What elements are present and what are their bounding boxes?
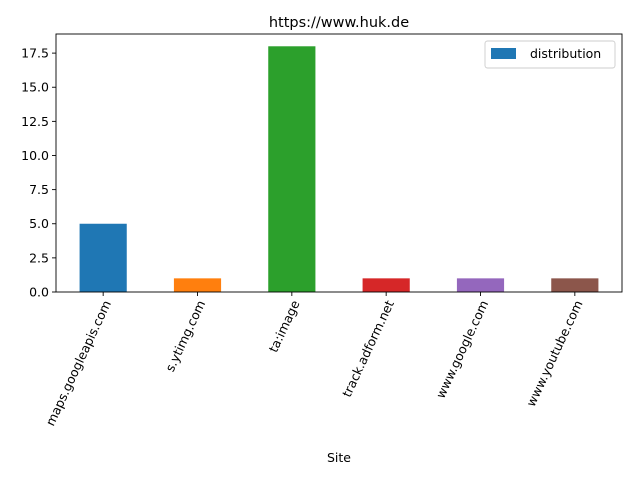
- y-tick-label: 5.0: [29, 216, 49, 231]
- y-tick-label: 0.0: [29, 285, 49, 300]
- x-axis-label: Site: [327, 450, 351, 465]
- legend: distribution: [484, 40, 616, 69]
- y-tick-label: 12.5: [21, 114, 49, 129]
- x-axis: maps.googleapis.com s.ytimg.com ta:image tr…: [43, 292, 586, 428]
- bar-www-youtube-com: [551, 278, 599, 292]
- x-tick-label: track.adform.net: [339, 298, 397, 400]
- y-tick-label: 10.0: [21, 148, 49, 163]
- legend-swatch-distribution: [491, 48, 516, 59]
- plot-frame: [55, 33, 623, 293]
- legend-box: [484, 40, 616, 69]
- chart-title: https://www.huk.de: [269, 15, 409, 31]
- x-tick-label: s.ytimg.com: [162, 298, 208, 374]
- bar-www-google-com: [456, 278, 505, 292]
- y-tick-label: 2.5: [29, 250, 49, 265]
- y-tick-label: 7.5: [29, 182, 49, 197]
- x-tick-label: ta:image: [265, 298, 302, 355]
- y-axis: 0.0 2.5 5.0 7.5 10.0 12.5 15.0 17.5: [21, 46, 56, 300]
- bar-s-ytimg-com: [173, 278, 222, 292]
- x-tick-label: maps.googleapis.com: [43, 298, 114, 428]
- bar-maps-googleapis-com: [79, 223, 127, 292]
- bar-track-adform-net: [362, 278, 410, 292]
- x-tick-label: www.youtube.com: [523, 298, 585, 409]
- legend-label-distribution: distribution: [530, 46, 601, 61]
- bar-ta-image: [268, 46, 316, 293]
- x-tick-label: www.google.com: [433, 298, 492, 401]
- y-tick-label: 17.5: [21, 46, 49, 61]
- y-tick-label: 15.0: [21, 80, 49, 95]
- bars-layer: [79, 46, 599, 293]
